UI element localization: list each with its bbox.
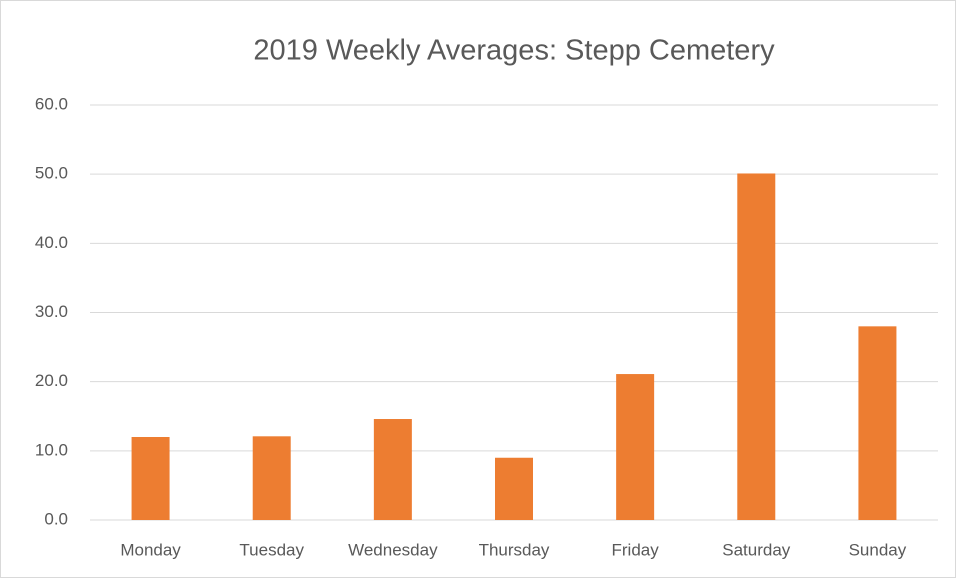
y-tick-label: 0.0 xyxy=(44,509,68,528)
x-tick-label: Friday xyxy=(612,540,660,559)
y-tick-label: 60.0 xyxy=(35,94,68,113)
y-tick-label: 30.0 xyxy=(35,302,68,321)
y-tick-label: 10.0 xyxy=(35,440,68,459)
bar xyxy=(858,326,897,520)
y-tick-label: 40.0 xyxy=(35,233,68,252)
x-tick-label: Saturday xyxy=(722,540,791,559)
x-tick-label: Sunday xyxy=(849,540,907,559)
y-tick-label: 50.0 xyxy=(35,164,68,183)
x-tick-label: Thursday xyxy=(479,540,550,559)
x-tick-label: Tuesday xyxy=(239,540,304,559)
chart-title: 2019 Weekly Averages: Stepp Cemetery xyxy=(253,35,775,67)
x-tick-label: Monday xyxy=(120,540,181,559)
x-tick-label: Wednesday xyxy=(348,540,438,559)
bar xyxy=(495,457,533,520)
bar xyxy=(373,419,412,520)
bar xyxy=(737,173,776,520)
bar xyxy=(131,437,170,520)
y-tick-label: 20.0 xyxy=(35,371,68,390)
bar xyxy=(616,374,655,520)
bar xyxy=(252,436,291,520)
